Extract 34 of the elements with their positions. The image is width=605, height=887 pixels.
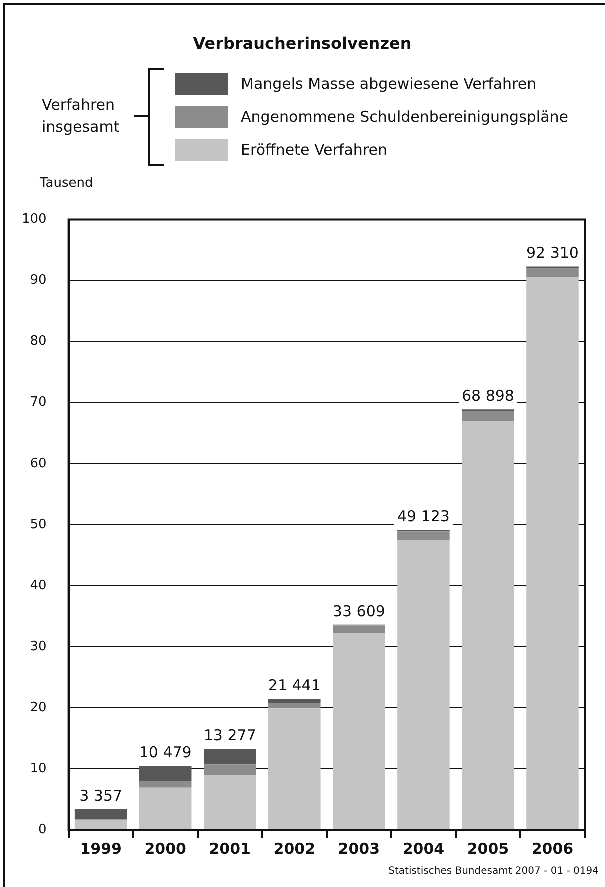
total-label: 49 123	[397, 508, 450, 526]
legend-label: Angenommene Schuldenbereinigungspläne	[241, 108, 569, 126]
legend-title: Verfahren insgesamt	[42, 95, 120, 138]
y-tick-label: 40	[30, 578, 47, 594]
y-tick-label: 60	[30, 456, 47, 472]
y-tick-label: 100	[22, 212, 47, 228]
total-label: 92 310	[526, 244, 579, 262]
y-tick-label: 30	[30, 639, 47, 654]
y-tick-label: 0	[38, 822, 47, 838]
x-tick-label: 2005	[467, 840, 510, 858]
x-tick-label: 2000	[144, 840, 186, 858]
x-tick-label: 2001	[209, 840, 251, 858]
legend-label: Eröffnete Verfahren	[241, 141, 388, 159]
total-label: 10 479	[139, 743, 192, 762]
x-tick-label: 2002	[274, 840, 316, 858]
chart-title: Verbraucherinsolvenzen	[192, 34, 413, 53]
legend-label: Mangels Masse abgewiesene Verfahren	[241, 75, 537, 93]
y-tick-label: 90	[30, 273, 47, 288]
total-label: 68 898	[462, 386, 514, 405]
x-tick-label: 2004	[402, 840, 445, 858]
total-label: 33 609	[332, 602, 386, 620]
x-tick-label: 1999	[80, 840, 122, 858]
text: Statistisches Bundesamt 2007 - 01 - 0194	[388, 866, 599, 877]
y-tick-label: 80	[30, 334, 47, 350]
y-tick-label: 10	[30, 761, 47, 776]
total-label: 13 277	[204, 726, 256, 744]
y-tick-label: 50	[30, 517, 47, 532]
x-tick-label: 2003	[338, 840, 380, 858]
y-tick-label: 70	[30, 395, 47, 410]
x-tick-label: 2006	[532, 840, 574, 858]
total-label: 21 441	[268, 676, 321, 695]
y-tick-label: 20	[30, 700, 47, 716]
total-label: 3 357	[80, 786, 123, 805]
y-axis-title: Tausend	[40, 176, 94, 191]
